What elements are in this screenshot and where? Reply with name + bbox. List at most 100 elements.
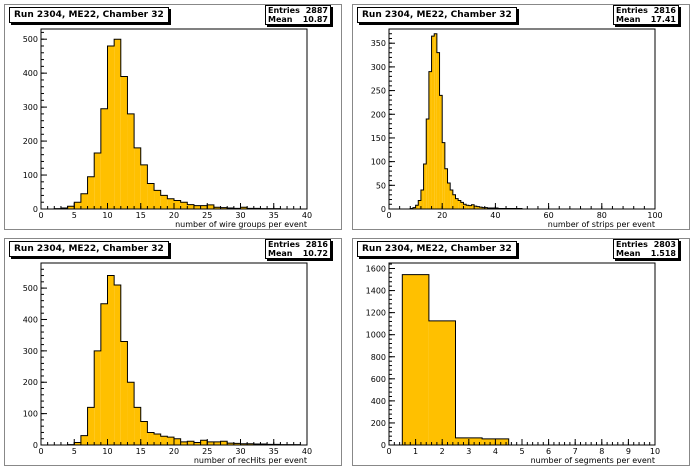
- stats-box: Entries 2803 Mean 1.518: [613, 239, 679, 259]
- histogram-bar: [207, 204, 214, 209]
- histogram-bar: [484, 207, 488, 209]
- x-axis-label: number of wire groups per event: [175, 220, 307, 229]
- y-tick-label: 0: [33, 441, 38, 450]
- histogram-bar: [127, 382, 135, 445]
- histogram-bar: [140, 421, 148, 445]
- y-tick-label: 1400: [366, 287, 386, 296]
- histogram-bar: [466, 205, 469, 209]
- stats-box: Entries 2816 Mean 17.41: [613, 5, 679, 25]
- histogram-bar: [463, 204, 467, 209]
- entries-label: Entries: [268, 6, 300, 15]
- plot-frame: [40, 262, 308, 446]
- histogram-bar: [420, 190, 424, 209]
- x-tick-label: 9: [626, 447, 631, 456]
- x-tick-label: 20: [169, 211, 179, 220]
- histogram-bar: [167, 437, 174, 445]
- histogram-bar: [67, 206, 75, 209]
- histogram-bar: [471, 204, 475, 209]
- histogram-bar: [120, 341, 128, 445]
- histogram-title: Run 2304, ME22, Chamber 32: [357, 241, 517, 257]
- histogram-bar: [220, 207, 228, 209]
- histogram-bar: [442, 142, 445, 209]
- histogram-bar: [423, 164, 427, 209]
- x-tick-label: 15: [136, 447, 146, 456]
- histogram-bar: [220, 441, 228, 445]
- y-tick-label: 500: [23, 35, 38, 44]
- histogram-bar: [233, 443, 241, 445]
- histogram-bar: [468, 205, 472, 209]
- x-tick-label: 5: [72, 447, 77, 456]
- entries-value: 2816: [305, 240, 328, 249]
- x-tick-label: 35: [269, 447, 279, 456]
- y-tick-label: 200: [23, 378, 38, 387]
- histogram-bar: [180, 441, 188, 445]
- x-tick-label: 3: [466, 447, 471, 456]
- y-tick-label: 250: [371, 87, 386, 96]
- x-tick-label: 60: [544, 211, 554, 220]
- y-tick-label: 200: [23, 137, 38, 146]
- x-tick-label: 4: [493, 447, 498, 456]
- y-tick-label: 400: [23, 315, 38, 324]
- x-tick-label: 0: [386, 447, 391, 456]
- histogram-bar: [200, 440, 208, 445]
- x-tick-label: 40: [302, 211, 312, 220]
- y-tick-label: 300: [23, 103, 38, 112]
- x-tick-label: 30: [235, 447, 245, 456]
- y-tick-label: 300: [371, 63, 386, 72]
- x-tick-label: 0: [386, 211, 391, 220]
- mean-value: 1.518: [650, 249, 676, 258]
- y-tick-label: 0: [33, 205, 38, 214]
- histogram-bar: [460, 202, 464, 209]
- stats-box: Entries 2816 Mean 10.72: [265, 239, 331, 259]
- x-tick-label: 10: [650, 447, 660, 456]
- histogram-bar: [160, 195, 168, 209]
- histogram-bar: [418, 200, 421, 209]
- histogram-panel-segments: 0 1 2 3 4 5 6 7 8 9 10 0 200 400 600 800 1000 1200 1400 160…: [352, 238, 690, 466]
- x-axis-label: number of segments per event: [531, 456, 655, 465]
- histogram-bar: [74, 442, 81, 445]
- y-tick-label: 150: [371, 134, 386, 143]
- x-tick-label: 40: [490, 211, 500, 220]
- histogram-bar: [127, 113, 135, 209]
- histogram-bar: [402, 274, 429, 445]
- x-tick-label: 10: [102, 447, 112, 456]
- histogram-bar: [439, 95, 443, 209]
- entries-label: Entries: [616, 6, 648, 15]
- histogram-bar: [476, 206, 480, 209]
- entries-label: Entries: [616, 240, 648, 249]
- histogram-bar: [160, 436, 168, 445]
- y-tick-label: 100: [23, 410, 38, 419]
- x-tick-label: 6: [546, 447, 551, 456]
- histogram-bar: [167, 198, 174, 209]
- histogram-bar: [107, 45, 115, 209]
- y-tick-label: 1200: [366, 309, 386, 318]
- histogram-bar: [213, 441, 221, 445]
- histogram-bar: [450, 190, 453, 209]
- mean-value: 17.41: [650, 15, 676, 24]
- histogram-outline: [41, 38, 307, 210]
- x-axis-label: number of strips per event: [548, 220, 655, 229]
- histogram-bar: [94, 152, 101, 209]
- y-tick-label: 200: [371, 110, 386, 119]
- histogram-bar: [180, 202, 188, 209]
- histogram-bar: [452, 194, 456, 209]
- histogram-bar: [431, 36, 435, 210]
- histogram-bar: [100, 303, 108, 445]
- strips-histogram: 0 20 40 60 80 100 0 50 100 150 200 250 300 350 number …: [371, 28, 663, 229]
- entries-value: 2803: [653, 240, 676, 249]
- histogram-bar: [187, 204, 194, 209]
- y-tick-label: 350: [371, 39, 386, 48]
- x-tick-label: 20: [169, 447, 179, 456]
- histogram-outline: [41, 275, 307, 446]
- histogram-panel-wire-groups: 0 5 10 15 20 25 30 35 40 0 100 200 300 400 500 number o…: [4, 4, 342, 230]
- histogram-bar: [134, 147, 141, 209]
- histogram-bar: [147, 432, 155, 445]
- y-tick-label: 50: [376, 181, 386, 190]
- histogram-bar: [74, 202, 81, 209]
- histogram-bar: [193, 205, 201, 209]
- histogram-bar: [247, 443, 254, 445]
- histogram-bar: [428, 320, 456, 445]
- x-tick-label: 20: [437, 211, 447, 220]
- histogram-panel-rechits: 0 5 10 15 20 25 30 35 40 0 100 200 300 400 500 number o…: [4, 238, 342, 466]
